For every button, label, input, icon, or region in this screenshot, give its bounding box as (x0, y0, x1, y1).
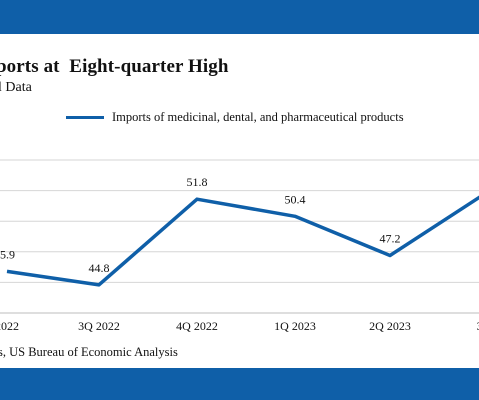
data-label: 5.9 (0, 247, 15, 261)
legend: Imports of medicinal, dental, and pharma… (66, 110, 404, 125)
data-label: 44.8 (89, 261, 110, 275)
x-tick-label: 3Q 2022 (78, 319, 120, 333)
chart-title: ports at Eight-quarter High (0, 56, 229, 77)
chart-subtitle: l Data (0, 80, 32, 95)
x-tick-label: 1Q 2023 (274, 319, 316, 333)
x-tick-label: 3Q (477, 319, 479, 333)
gridlines (0, 159, 479, 314)
chart-source: s, US Bureau of Economic Analysis (0, 345, 178, 359)
data-series (6, 195, 479, 287)
series-line (6, 195, 479, 287)
data-label: 50.4 (285, 192, 306, 206)
x-tick-label: 2Q 2023 (369, 319, 411, 333)
x-tick-label: 2022 (0, 319, 19, 333)
bottom-band (0, 368, 479, 400)
data-label: 47.2 (380, 231, 401, 245)
x-axis: 2022 3Q 2022 4Q 2022 1Q 2023 2Q 2023 3Q (0, 312, 479, 333)
top-band (0, 0, 479, 34)
data-labels: 5.9 44.8 51.8 50.4 47.2 (0, 175, 401, 275)
x-tick-label: 4Q 2022 (176, 319, 218, 333)
legend-label: Imports of medicinal, dental, and pharma… (112, 110, 404, 124)
legend-swatch (66, 116, 104, 119)
data-label: 51.8 (187, 175, 208, 189)
